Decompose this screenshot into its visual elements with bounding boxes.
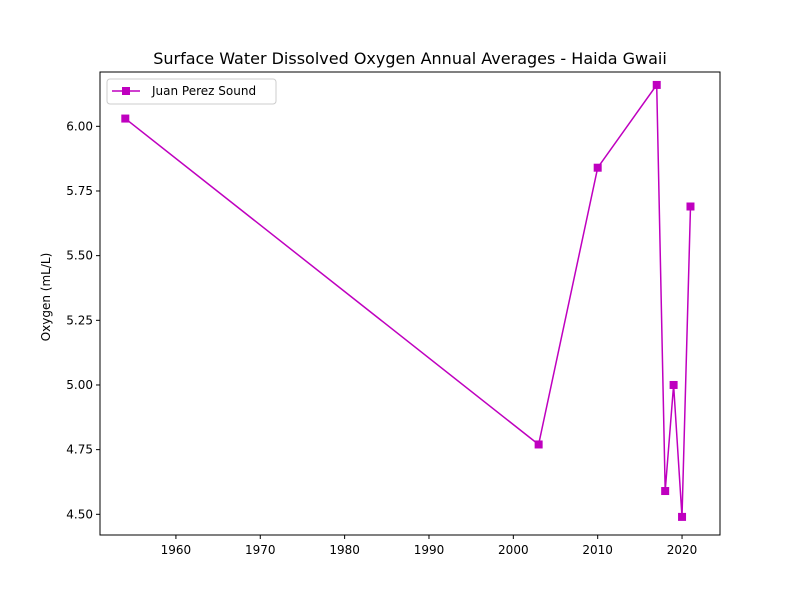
plot-frame	[99, 71, 721, 536]
y-tick-label: 4.75	[66, 443, 93, 457]
data-point	[678, 512, 687, 521]
data-point	[534, 440, 543, 449]
legend: Juan Perez Sound	[106, 78, 277, 105]
y-tick-label: 5.75	[66, 184, 93, 198]
y-tick-label: 4.50	[66, 507, 93, 521]
x-tick-label: 1990	[414, 543, 445, 557]
chart-title: Surface Water Dissolved Oxygen Annual Av…	[153, 49, 667, 68]
data-point	[669, 380, 678, 389]
y-tick-label: 5.00	[66, 378, 93, 392]
y-axis: 4.50 4.75 5.00 5.25 5.50 5.75 6.00	[66, 119, 100, 521]
x-tick-label: 2010	[582, 543, 613, 557]
x-tick-label: 2020	[667, 543, 698, 557]
x-tick-label: 1970	[245, 543, 276, 557]
data-point	[686, 202, 695, 211]
x-tick-label: 2000	[498, 543, 529, 557]
legend-box	[106, 78, 277, 105]
series-line	[124, 82, 692, 517]
plot-area	[99, 71, 721, 536]
y-tick-label: 5.25	[66, 313, 93, 327]
data-point	[121, 114, 130, 123]
y-axis-label: Oxygen (mL/L)	[39, 253, 53, 342]
data-point	[652, 80, 661, 89]
x-tick-label: 1960	[161, 543, 192, 557]
legend-label: Juan Perez Sound	[151, 84, 256, 98]
legend-marker	[122, 87, 130, 95]
data-point	[661, 487, 670, 496]
data-point	[593, 163, 602, 172]
y-tick-label: 6.00	[66, 119, 93, 133]
x-tick-label: 1980	[329, 543, 360, 557]
x-axis: 1960 1970 1980 1990 2000 2010 2020	[161, 535, 698, 557]
y-tick-label: 5.50	[66, 249, 93, 263]
